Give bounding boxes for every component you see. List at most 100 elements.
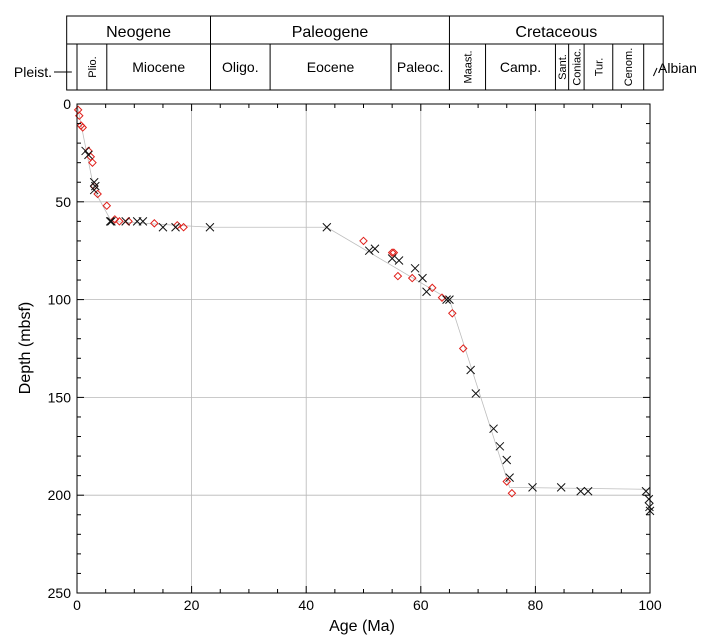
- trend-line: [76, 103, 651, 490]
- x-point-stroke: [387, 254, 397, 263]
- x-point-stroke: [322, 222, 332, 232]
- diamond-point: [387, 248, 397, 257]
- x-point: [641, 486, 651, 496]
- diamond-point: [502, 477, 512, 486]
- x-point: [84, 150, 93, 160]
- x-point-stroke: [528, 483, 537, 492]
- diamond-point: [179, 222, 188, 232]
- x-point: [158, 222, 168, 232]
- x-point: [583, 486, 593, 496]
- epoch-label: Miocene: [132, 59, 185, 75]
- x-point-stroke: [89, 185, 99, 195]
- diamond-point: [115, 217, 124, 226]
- diamond-point: [124, 217, 133, 226]
- x-point: [322, 222, 332, 232]
- x-point: [81, 146, 90, 156]
- x-point-stroke: [583, 486, 593, 496]
- diamond-point: [458, 344, 468, 353]
- y-tick-label: 50: [55, 194, 71, 210]
- diamond-point: [393, 271, 403, 281]
- x-point: [576, 486, 586, 496]
- x-tick-label: 60: [413, 597, 429, 613]
- x-point: [89, 185, 99, 195]
- x-point-stroke: [645, 502, 654, 512]
- x-point-stroke: [644, 494, 654, 504]
- period-label: Neogene: [106, 24, 171, 41]
- grid-lines: [77, 104, 650, 593]
- period-label: Cretaceous: [515, 24, 597, 41]
- x-point: [442, 295, 451, 304]
- diamond-point: [507, 488, 517, 498]
- x-point: [528, 483, 537, 492]
- x-point: [171, 222, 180, 232]
- x-tick-label: 20: [184, 597, 200, 613]
- x-point: [387, 254, 397, 263]
- x-point: [445, 295, 454, 304]
- age-depth-trend-line: [76, 103, 651, 490]
- stage-label: Sant.: [557, 54, 569, 80]
- x-point: [205, 222, 215, 232]
- x-point: [410, 263, 420, 273]
- stage-label: Plio.: [87, 56, 99, 77]
- albian-label: Albian: [658, 60, 697, 76]
- x-point: [138, 217, 148, 226]
- y-tick-label: 250: [48, 585, 72, 601]
- x-point-stroke: [138, 217, 148, 226]
- stage-label: Coniac.: [571, 48, 583, 85]
- x-point-stroke: [205, 222, 215, 232]
- x-point-stroke: [641, 486, 651, 496]
- period-label: Paleogene: [292, 24, 369, 41]
- y-axis-title: Depth (mbsf): [17, 302, 34, 394]
- diamond-point: [359, 236, 368, 246]
- epoch-label: Oligo.: [222, 59, 259, 75]
- x-point-stroke: [171, 222, 180, 232]
- x-point-stroke: [410, 263, 420, 273]
- diamond-point: [150, 219, 159, 228]
- x-point-stroke: [502, 455, 512, 465]
- diamond-point: [437, 293, 447, 302]
- x-point-stroke: [107, 217, 116, 226]
- x-point-stroke: [422, 287, 431, 297]
- x-point: [644, 494, 654, 504]
- x-point-stroke: [442, 295, 451, 304]
- epoch-label: Camp.: [500, 59, 541, 75]
- x-tick-label: 0: [73, 597, 81, 613]
- x-point-stroke: [505, 473, 514, 482]
- x-point: [105, 217, 115, 226]
- diamond-point: [448, 308, 457, 318]
- x-axis-title: Age (Ma): [329, 618, 395, 635]
- x-tick-label: 100: [638, 597, 662, 613]
- diamond-point: [427, 283, 437, 293]
- x-point: [556, 483, 566, 492]
- epoch-label: Eocene: [307, 59, 355, 75]
- x-point-stroke: [89, 177, 99, 187]
- x-point: [466, 365, 476, 375]
- plot-frame: [76, 103, 651, 594]
- axis-ticks: 0 20 40 60 80 100 0 50 100 150 200 250: [48, 96, 662, 613]
- x-point-stroke: [418, 273, 427, 283]
- diamond-point: [93, 189, 102, 199]
- x-point: [364, 246, 374, 256]
- x-point-stroke: [556, 483, 566, 492]
- x-point-stroke: [495, 441, 505, 451]
- x-point: [471, 389, 481, 398]
- x-point-stroke: [466, 365, 476, 375]
- x-point-stroke: [471, 389, 481, 398]
- x-point-stroke: [121, 217, 131, 226]
- x-tick-label: 40: [298, 597, 314, 613]
- x-point: [370, 244, 380, 254]
- y-tick-label: 0: [63, 96, 71, 112]
- x-point-stroke: [445, 295, 454, 304]
- diamond-point: [110, 215, 120, 224]
- x-point-stroke: [364, 246, 374, 256]
- diamond-point: [102, 201, 112, 211]
- geologic-timescale-header: Neogene Paleogene Cretaceous Plio. Miocene Ol…: [14, 15, 697, 91]
- x-point-stroke: [576, 486, 586, 496]
- y-tick-label: 150: [48, 389, 72, 405]
- stage-label: Tur.: [593, 58, 605, 77]
- stage-label: Cenom.: [623, 48, 635, 87]
- diamond-point: [407, 273, 417, 283]
- x-point: [495, 441, 505, 451]
- x-point: [502, 455, 512, 465]
